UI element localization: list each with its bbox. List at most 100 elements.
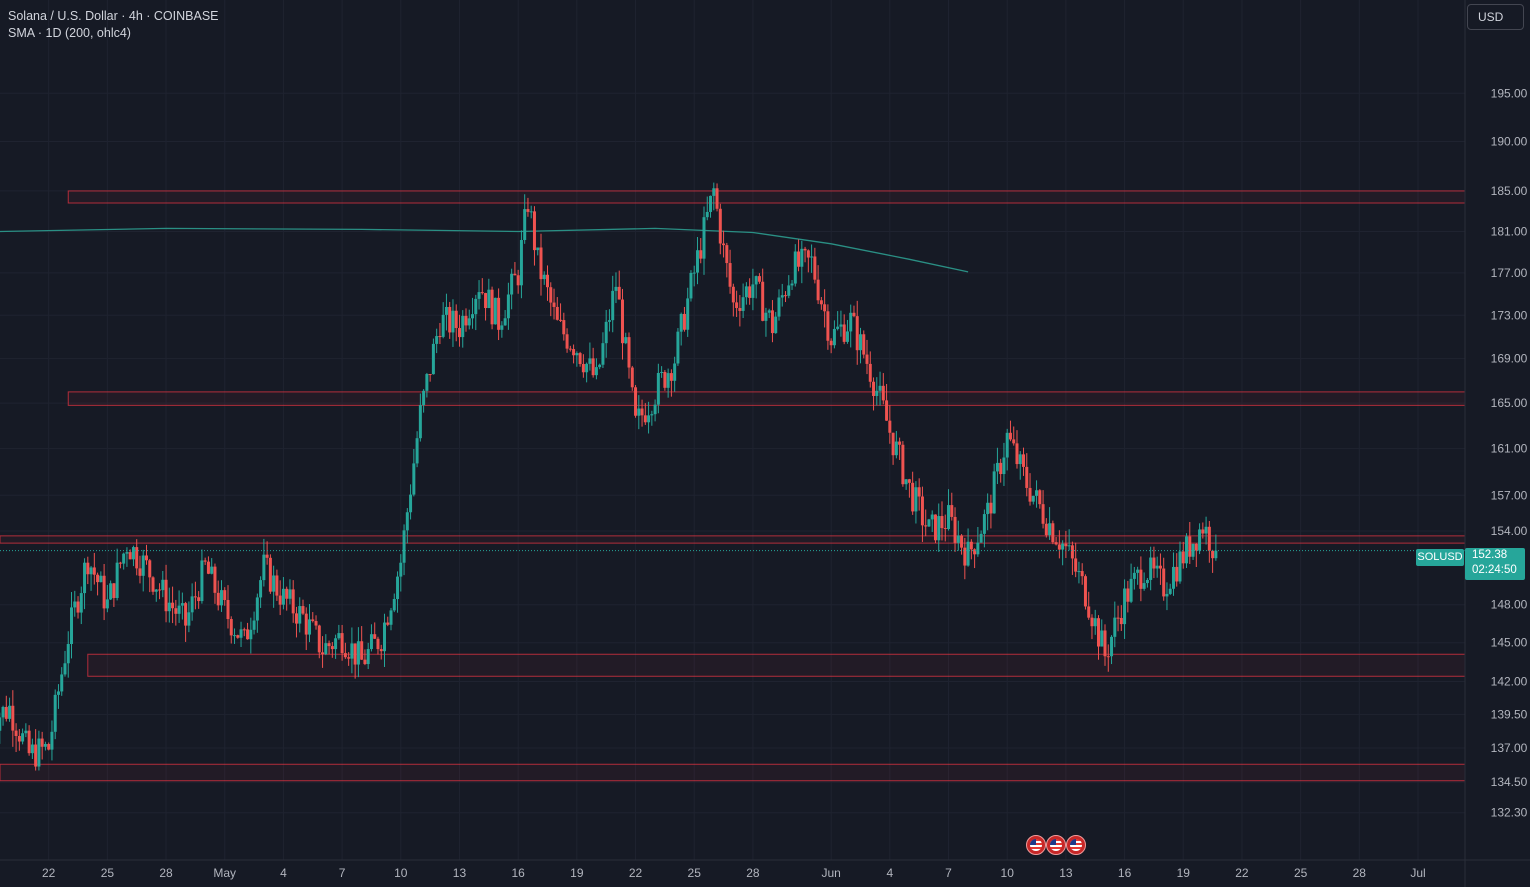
candle-body [823,304,827,312]
candle-body [858,334,862,351]
candle-body [438,336,442,338]
price-zone[interactable] [0,763,1466,782]
candle-body [920,496,924,526]
candle-body [999,462,1003,475]
candle-body [490,289,494,325]
candle-body [138,568,142,576]
candle-body [148,560,152,578]
candle-body [477,292,481,299]
candle-body [960,535,964,548]
candle-body [27,730,31,754]
last-price-value: 152.38 [1472,549,1508,561]
candle-body [177,605,181,614]
candle-body [457,328,461,338]
candle-body [1090,617,1094,627]
us-flag-icon[interactable] [1046,835,1066,855]
candle-body [174,608,178,614]
price-tick-label: 148.00 [1491,598,1528,612]
candle-body [131,547,135,560]
candle-body [940,516,944,529]
currency-button[interactable]: USD [1467,4,1524,30]
candle-body [953,516,957,543]
candle-body [614,286,618,291]
candle-body [1185,536,1189,564]
candle-body [933,514,937,541]
candle-body [774,316,778,334]
price-zone[interactable] [67,190,1466,204]
candle-body [572,349,576,356]
price-zone[interactable] [0,535,1466,544]
candle-body [725,245,729,264]
candle-body [382,622,386,652]
candle-body [930,514,934,520]
candle-body [53,694,57,732]
candle-body [1035,490,1039,496]
candle-body [947,505,951,530]
candle-body [1015,443,1019,465]
time-tick-label: 4 [886,866,893,880]
symbol-title[interactable]: Solana / U.S. Dollar · 4h · COINBASE [8,9,219,23]
candle-body [1155,565,1159,569]
candle-body [653,404,657,415]
price-axis[interactable]: 195.00 190.00 185.00 181.00 177.00 173.00 169.… [1464,0,1528,887]
candle-body [281,588,285,605]
candle-body [1168,588,1172,594]
candle-body [409,494,413,513]
candle-body [66,644,70,664]
candle-body [885,400,889,421]
candle-body [656,372,660,405]
candle-body [21,733,25,742]
candle-body [1012,439,1016,444]
candle-body [1204,526,1208,534]
candle-body [158,589,162,591]
candle-body [112,583,116,598]
candle-body [888,420,892,433]
candle-body [904,479,908,485]
candle-body [334,638,338,650]
candle-body [219,590,223,606]
candle-body [826,311,830,341]
candle-body [301,606,305,614]
candle-body [836,326,840,329]
candle-body [418,405,422,439]
candle-body [634,387,638,416]
candle-body [268,557,272,592]
price-tick-label: 185.00 [1491,184,1528,198]
candle-body [878,385,882,391]
candle-body [412,463,416,495]
candle-body [620,299,624,344]
candle-body [748,286,752,298]
candle-body [431,343,435,375]
price-zone[interactable] [87,653,1466,677]
candle-body [392,599,396,611]
candle-body [197,597,201,602]
candle-body [777,297,781,317]
indicator-label[interactable]: SMA · 1D (200, ohlc4) [8,26,131,40]
candle-body [578,353,582,365]
price-tick-label: 190.00 [1491,134,1528,148]
candle-body [154,589,158,592]
candle-body [950,505,954,517]
candle-body [229,619,233,636]
price-zone[interactable] [67,391,1466,406]
candle-body [1139,569,1143,589]
us-flag-icon[interactable] [1066,835,1086,855]
candle-body [643,415,647,423]
candle-body [510,273,514,295]
time-axis[interactable]: 22 25 28 May 4 7 10 13 16 19 22 25 28 Jun 4 7 10 13 16 19 22… [0,859,1530,880]
candle-body [76,601,80,613]
us-flag-icon[interactable] [1026,835,1046,855]
time-tick-label: 25 [1294,866,1308,880]
candle-body [487,289,491,309]
candle-body [751,284,755,298]
candle-body [549,287,553,303]
candle-body [125,552,129,554]
candle-body [849,312,853,332]
candle-body [1129,578,1133,602]
price-tick-label: 195.00 [1491,86,1528,100]
candle-body [911,482,915,512]
price-tick-label: 134.50 [1491,775,1528,789]
candle-body [294,613,298,624]
candle-body [800,248,804,267]
